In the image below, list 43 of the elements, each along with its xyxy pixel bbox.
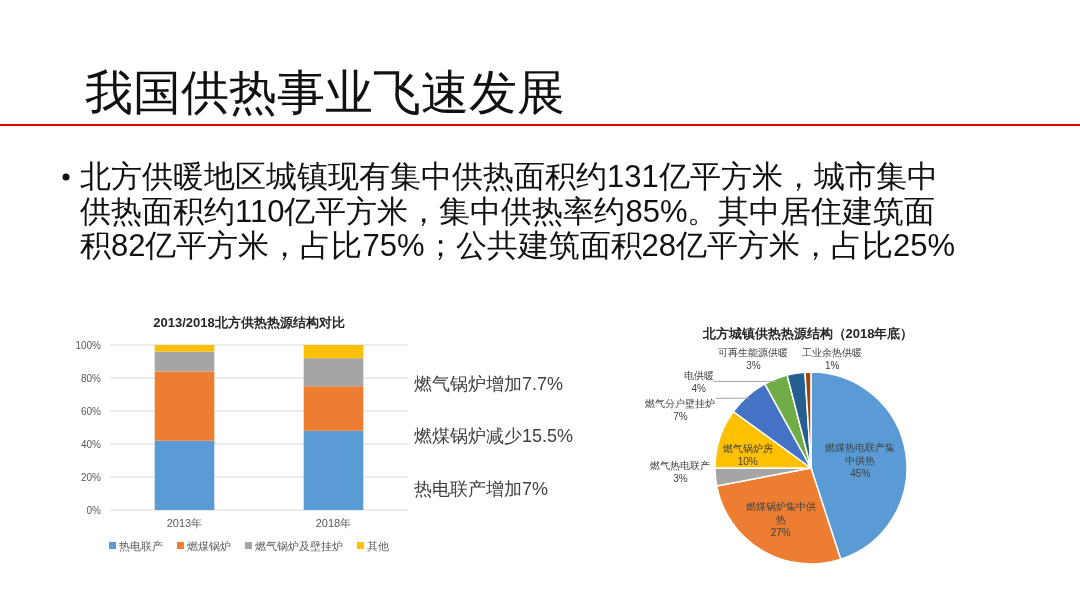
legend-label: 热电联产 xyxy=(119,540,163,552)
slice-label: 燃煤锅炉集中供热 xyxy=(745,500,816,525)
y-tick-label: 40% xyxy=(80,438,102,450)
y-tick-label: 0% xyxy=(86,504,102,516)
y-tick-label: 60% xyxy=(80,405,102,417)
bar xyxy=(154,345,215,352)
slice-label: 燃气分户壁挂炉 xyxy=(645,398,716,410)
text: 热电联产增加7% xyxy=(414,479,549,500)
data-label: 10% xyxy=(737,455,758,467)
text: 燃气锅炉增加7.7% xyxy=(414,373,564,394)
text: 我国供热事业飞速发展 xyxy=(85,66,565,119)
bar xyxy=(154,440,215,510)
slice-label: 电供暖 xyxy=(683,369,714,381)
y-tick-label: 20% xyxy=(80,471,102,483)
legend-label: 燃煤锅炉 xyxy=(187,540,231,552)
slice-label: 燃气锅炉房 xyxy=(722,442,773,454)
x-tick-label: 2018年 xyxy=(315,517,352,529)
text: 燃煤锅炉减少15.5% xyxy=(414,426,574,447)
y-tick-label: 100% xyxy=(75,339,102,351)
data-label: 1% xyxy=(824,359,840,371)
bar xyxy=(303,386,364,431)
legend-label: 燃气锅炉及壁挂炉 xyxy=(255,540,343,552)
x-tick-label: 2013年 xyxy=(166,517,203,529)
data-label: 7% xyxy=(673,411,688,423)
slice-label: 燃气热电联产 xyxy=(650,459,711,471)
slice-label: 可再生能源供暖 xyxy=(718,346,789,358)
text: 北方供暖地区城镇现有集中供热面积约131亿平方米，城市集中供热面积约110亿平方米，集中供热率约85%。其中居住建筑面积82亿平方米，占比75%；公共建筑面积28亿平方米，占比25% xyxy=(80,159,956,263)
chart-title: 2013/2018北方供热热源结构对比 xyxy=(153,315,345,330)
data-label: 4% xyxy=(691,382,707,394)
slice-label: 工业余热供暖 xyxy=(802,346,863,358)
bar xyxy=(303,358,364,387)
data-label: 45% xyxy=(850,467,871,479)
legend-label: 其他 xyxy=(367,540,389,552)
data-label: 27% xyxy=(770,526,791,538)
bar xyxy=(154,351,215,372)
data-label: 3% xyxy=(673,472,688,484)
data-label: 3% xyxy=(746,359,761,371)
bar xyxy=(303,345,364,359)
y-tick-label: 80% xyxy=(80,372,102,384)
slice-label: 燃煤热电联产集中供热 xyxy=(825,441,896,466)
chart-title: 北方城镇供热热源结构（2018年底） xyxy=(701,326,914,341)
bar xyxy=(303,430,364,510)
bar xyxy=(154,371,215,441)
